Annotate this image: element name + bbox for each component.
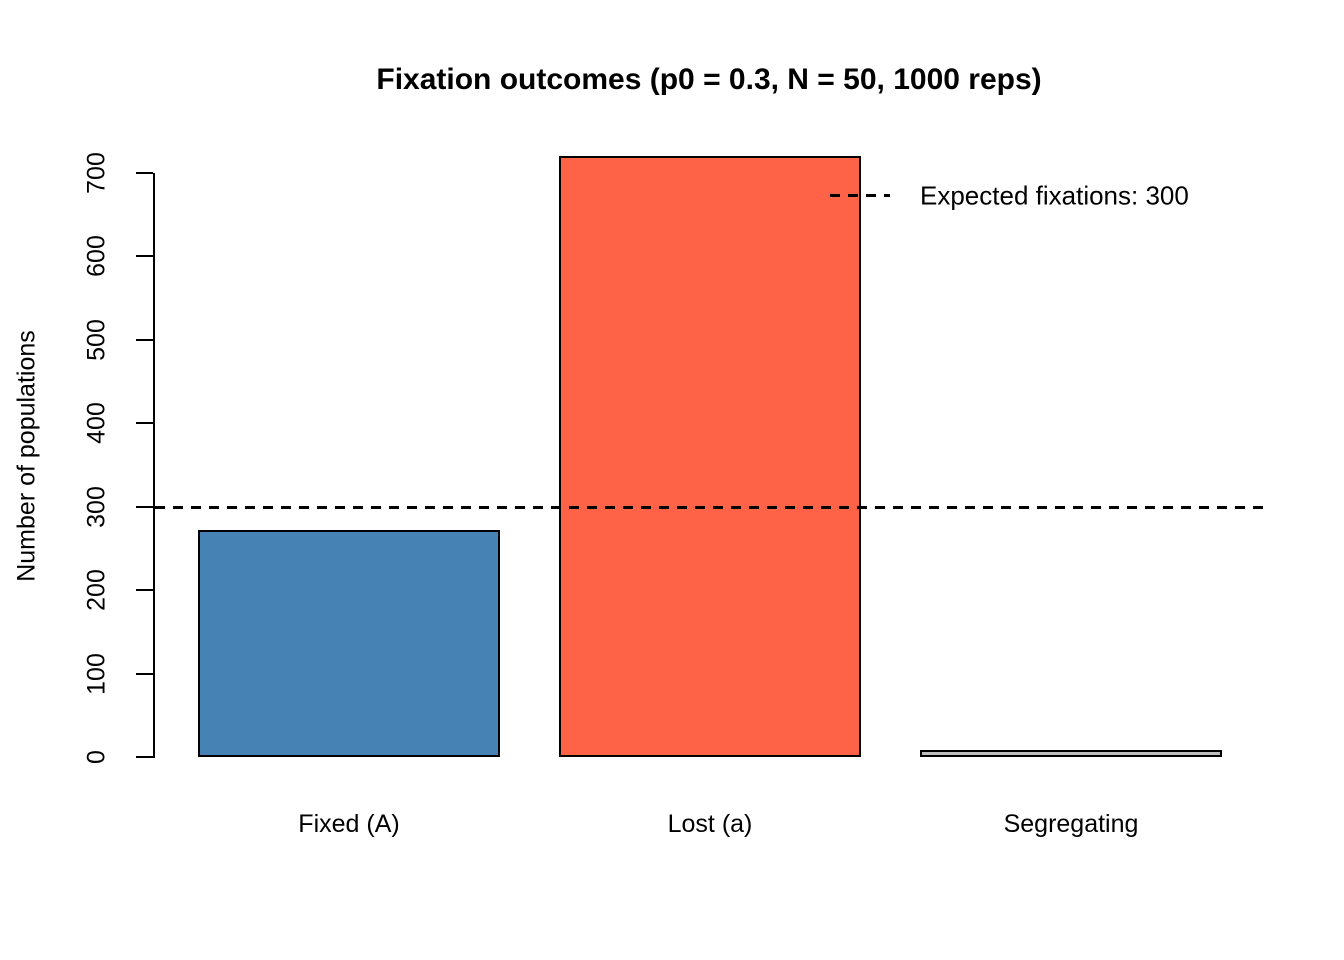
- bar-lost-a: [559, 156, 861, 757]
- y-axis-tick-label: 600: [82, 235, 111, 278]
- y-axis-tick: [136, 756, 153, 758]
- y-axis-tick: [136, 422, 153, 425]
- legend-label: Expected fixations: 300: [920, 180, 1189, 211]
- y-axis-tick: [136, 505, 153, 508]
- y-axis-tick: [136, 672, 153, 675]
- y-axis-tick: [136, 255, 153, 258]
- y-axis-line: [153, 172, 155, 758]
- x-category-label: Lost (a): [667, 810, 753, 838]
- y-axis-tick: [136, 171, 153, 174]
- legend-dashed-line-sample: [830, 194, 890, 197]
- x-category-label: Fixed (A): [298, 810, 400, 838]
- y-axis-tick: [136, 338, 153, 341]
- y-axis-tick-label: 700: [82, 151, 111, 194]
- y-axis-tick-label: 200: [82, 569, 111, 611]
- y-axis-tick-label: 400: [82, 402, 111, 444]
- y-axis-tick-label: 300: [82, 485, 111, 528]
- y-axis-tick: [136, 589, 153, 592]
- bar-segregating: [920, 750, 1222, 757]
- x-category-label: Segregating: [1003, 810, 1139, 838]
- y-axis-tick-label: 500: [82, 318, 111, 361]
- expected-fixations-reference-line: [155, 505, 1263, 509]
- y-axis-tick-label: 0: [82, 750, 111, 764]
- y-axis-label: Number of populations: [12, 330, 41, 582]
- chart-title: Fixation outcomes (p0 = 0.3, N = 50, 100…: [376, 63, 1042, 96]
- y-axis-tick-label: 100: [82, 652, 111, 695]
- bar-fixed-a: [198, 529, 500, 757]
